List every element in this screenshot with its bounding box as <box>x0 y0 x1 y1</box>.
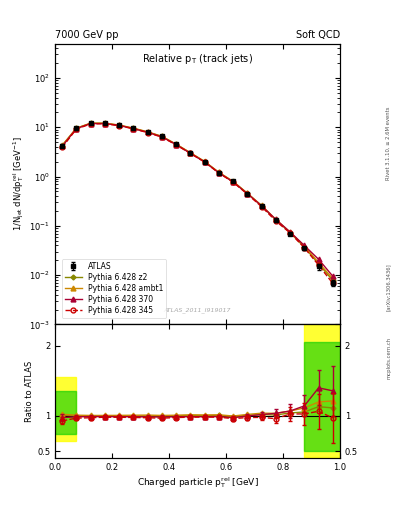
Pythia 6.428 370 <box>331 273 335 280</box>
Pythia 6.428 ambt1 <box>259 202 264 208</box>
Pythia 6.428 z2 <box>302 244 307 250</box>
Text: ATLAS_2011_I919017: ATLAS_2011_I919017 <box>164 308 231 313</box>
Pythia 6.428 345 <box>259 204 264 210</box>
Pythia 6.428 ambt1 <box>117 122 121 128</box>
Pythia 6.428 z2 <box>88 120 93 126</box>
Pythia 6.428 370 <box>131 125 136 132</box>
Text: Soft QCD: Soft QCD <box>296 30 340 40</box>
Pythia 6.428 ambt1 <box>160 133 164 139</box>
Pythia 6.428 345 <box>103 121 107 127</box>
Pythia 6.428 370 <box>302 242 307 248</box>
Pythia 6.428 z2 <box>331 278 335 284</box>
Pythia 6.428 z2 <box>160 134 164 140</box>
Pythia 6.428 ambt1 <box>145 129 150 135</box>
Pythia 6.428 ambt1 <box>74 125 79 131</box>
Pythia 6.428 345 <box>302 245 307 251</box>
Pythia 6.428 z2 <box>74 125 79 132</box>
Pythia 6.428 z2 <box>103 120 107 126</box>
Bar <box>304 342 340 451</box>
Pythia 6.428 370 <box>174 141 178 147</box>
Pythia 6.428 z2 <box>316 261 321 267</box>
Pythia 6.428 345 <box>117 122 121 129</box>
Pythia 6.428 370 <box>145 129 150 135</box>
Bar <box>55 391 76 434</box>
Pythia 6.428 ambt1 <box>288 229 292 235</box>
Pythia 6.428 345 <box>202 159 207 165</box>
Pythia 6.428 ambt1 <box>331 275 335 282</box>
Pythia 6.428 345 <box>60 144 64 151</box>
Pythia 6.428 ambt1 <box>302 243 307 249</box>
Pythia 6.428 370 <box>231 179 235 185</box>
Pythia 6.428 345 <box>331 281 335 287</box>
Text: Rivet 3.1.10, ≥ 2.6M events: Rivet 3.1.10, ≥ 2.6M events <box>386 106 391 180</box>
Pythia 6.428 z2 <box>145 129 150 135</box>
Pythia 6.428 z2 <box>288 229 292 236</box>
Line: Pythia 6.428 345: Pythia 6.428 345 <box>60 121 335 286</box>
Pythia 6.428 z2 <box>259 203 264 209</box>
Line: Pythia 6.428 z2: Pythia 6.428 z2 <box>61 121 334 282</box>
Y-axis label: Ratio to ATLAS: Ratio to ATLAS <box>25 361 34 422</box>
Pythia 6.428 z2 <box>217 169 221 176</box>
Text: Relative p$_{\mathsf{T}}$ (track jets): Relative p$_{\mathsf{T}}$ (track jets) <box>142 52 253 66</box>
Pythia 6.428 370 <box>74 125 79 132</box>
Pythia 6.428 z2 <box>131 125 136 132</box>
Pythia 6.428 z2 <box>174 141 178 147</box>
Pythia 6.428 345 <box>74 126 79 132</box>
Pythia 6.428 370 <box>288 229 292 235</box>
Pythia 6.428 345 <box>160 134 164 140</box>
Pythia 6.428 ambt1 <box>316 260 321 266</box>
Pythia 6.428 ambt1 <box>88 120 93 126</box>
Pythia 6.428 370 <box>217 170 221 176</box>
Pythia 6.428 z2 <box>188 150 193 156</box>
Line: Pythia 6.428 ambt1: Pythia 6.428 ambt1 <box>60 121 335 281</box>
Pythia 6.428 370 <box>202 159 207 165</box>
Pythia 6.428 z2 <box>245 190 250 197</box>
Pythia 6.428 345 <box>288 230 292 236</box>
Bar <box>55 377 76 441</box>
Pythia 6.428 ambt1 <box>60 142 64 148</box>
Pythia 6.428 ambt1 <box>274 217 278 223</box>
Pythia 6.428 370 <box>316 256 321 262</box>
Text: mcplots.cern.ch: mcplots.cern.ch <box>386 337 391 379</box>
Pythia 6.428 z2 <box>202 159 207 165</box>
Pythia 6.428 345 <box>231 179 235 185</box>
Pythia 6.428 z2 <box>231 179 235 185</box>
Pythia 6.428 345 <box>145 130 150 136</box>
Pythia 6.428 ambt1 <box>245 190 250 196</box>
Pythia 6.428 345 <box>188 151 193 157</box>
Text: 7000 GeV pp: 7000 GeV pp <box>55 30 119 40</box>
Pythia 6.428 z2 <box>274 217 278 223</box>
Pythia 6.428 ambt1 <box>217 169 221 176</box>
Pythia 6.428 370 <box>103 120 107 126</box>
Pythia 6.428 345 <box>274 218 278 224</box>
Text: [arXiv:1306.3436]: [arXiv:1306.3436] <box>386 263 391 311</box>
Bar <box>304 325 340 457</box>
Legend: ATLAS, Pythia 6.428 z2, Pythia 6.428 ambt1, Pythia 6.428 370, Pythia 6.428 345: ATLAS, Pythia 6.428 z2, Pythia 6.428 amb… <box>62 259 166 318</box>
Pythia 6.428 345 <box>174 142 178 148</box>
Pythia 6.428 370 <box>88 120 93 126</box>
Pythia 6.428 370 <box>245 190 250 197</box>
Pythia 6.428 ambt1 <box>103 120 107 126</box>
Pythia 6.428 345 <box>316 262 321 268</box>
Pythia 6.428 ambt1 <box>231 178 235 184</box>
Pythia 6.428 370 <box>60 143 64 150</box>
Pythia 6.428 370 <box>259 203 264 209</box>
Pythia 6.428 ambt1 <box>131 125 136 131</box>
Pythia 6.428 ambt1 <box>174 141 178 147</box>
Pythia 6.428 370 <box>117 122 121 129</box>
Pythia 6.428 z2 <box>117 122 121 129</box>
Pythia 6.428 z2 <box>60 142 64 148</box>
Pythia 6.428 370 <box>160 134 164 140</box>
Pythia 6.428 345 <box>217 170 221 176</box>
X-axis label: Charged particle p$_{\mathsf{T}}^{\mathsf{rel}}$ [GeV]: Charged particle p$_{\mathsf{T}}^{\maths… <box>136 475 259 490</box>
Pythia 6.428 370 <box>188 150 193 156</box>
Line: Pythia 6.428 370: Pythia 6.428 370 <box>60 121 335 279</box>
Pythia 6.428 ambt1 <box>188 150 193 156</box>
Pythia 6.428 345 <box>131 126 136 132</box>
Pythia 6.428 345 <box>245 191 250 197</box>
Pythia 6.428 345 <box>88 121 93 127</box>
Pythia 6.428 370 <box>274 217 278 223</box>
Y-axis label: 1/N$_{\mathsf{jet}}$ dN/dp$_{\mathsf{T}}^{\mathsf{rel}}$ [GeV$^{-1}$]: 1/N$_{\mathsf{jet}}$ dN/dp$_{\mathsf{T}}… <box>12 137 26 231</box>
Pythia 6.428 ambt1 <box>202 158 207 164</box>
